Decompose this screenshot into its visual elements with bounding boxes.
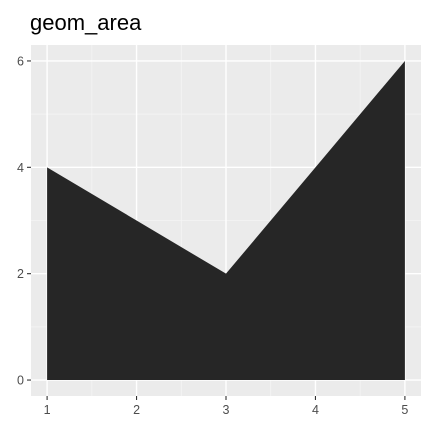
area-series bbox=[47, 60, 405, 381]
x-tick-label: 5 bbox=[401, 403, 408, 417]
x-tick-label: 1 bbox=[44, 403, 51, 417]
chart-title: geom_area bbox=[30, 10, 142, 35]
x-axis: 1 2 3 4 5 bbox=[44, 396, 408, 417]
x-tick-label: 4 bbox=[312, 403, 319, 417]
x-tick-label: 3 bbox=[223, 403, 230, 417]
y-tick-label: 0 bbox=[17, 374, 24, 388]
y-tick-label: 2 bbox=[17, 267, 24, 281]
y-tick-label: 4 bbox=[17, 161, 24, 175]
x-tick-label: 2 bbox=[133, 403, 140, 417]
y-axis: 0 2 4 6 bbox=[17, 54, 31, 388]
y-tick-label: 6 bbox=[17, 54, 24, 68]
